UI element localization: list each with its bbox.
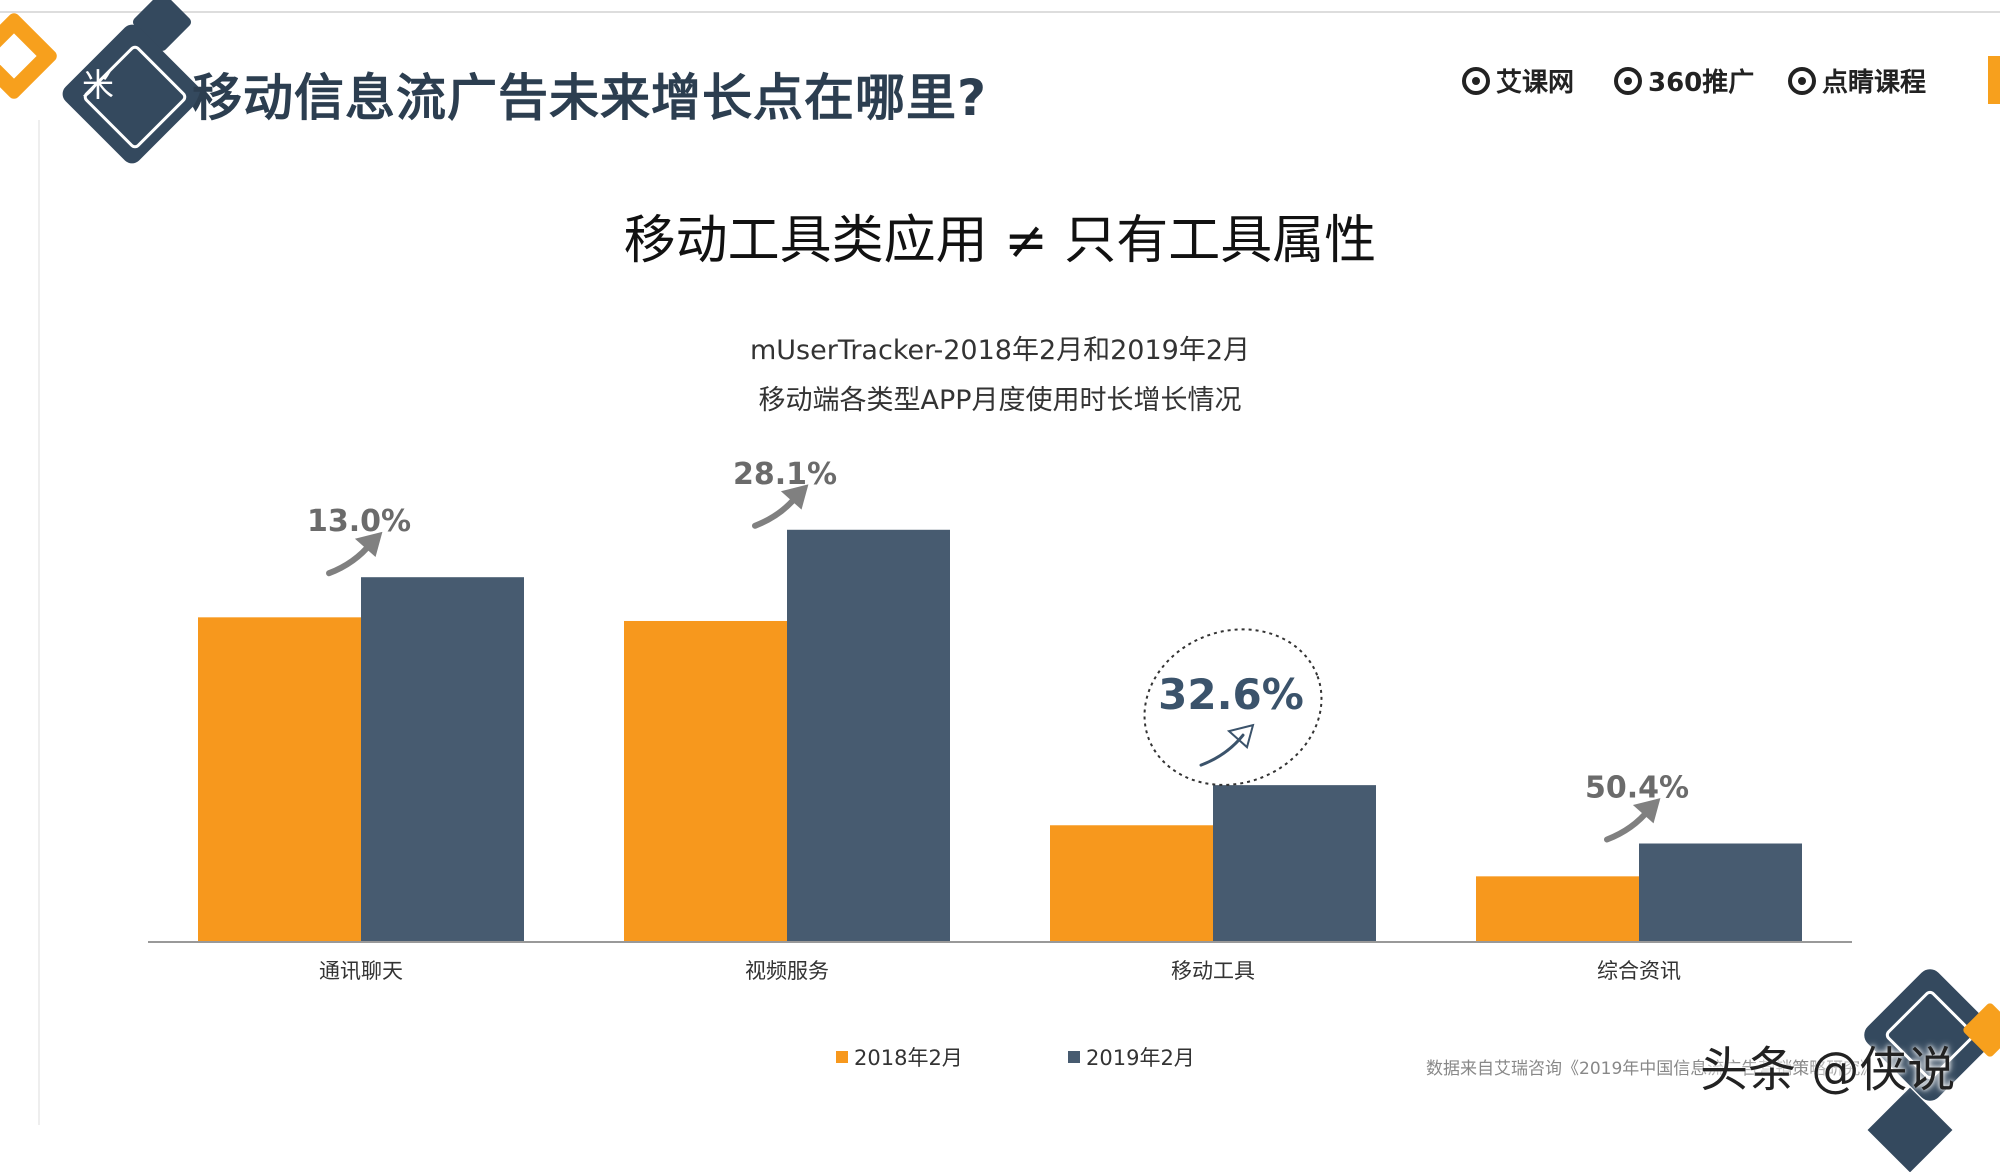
growth-label: 28.1% <box>733 457 837 492</box>
bar-2019 <box>787 529 950 942</box>
bar-chart: 通讯聊天 13.0% 视频服务 28.1% 移动工具 32.6% 综合资讯 50.4% <box>148 457 1852 983</box>
growth-arrow <box>752 492 800 529</box>
x-tick-label: 综合资讯 <box>1597 959 1681 983</box>
page-title: 移动信息流广告未来增长点在哪里? <box>192 69 988 127</box>
growth-label: 32.6% <box>1158 670 1304 719</box>
logo-360: 360推广 <box>1614 62 1754 99</box>
logo-aikewang: 艾课网 <box>1462 62 1574 99</box>
360-logo-icon <box>1614 66 1642 95</box>
growth-arrowhead <box>1226 723 1255 749</box>
slide-headline: 移动工具类应用 ≠ 只有工具属性 <box>623 211 1377 271</box>
growth-arrowhead <box>1632 798 1661 824</box>
legend-swatch-2019 <box>1068 1051 1080 1063</box>
legend-label: 2018年2月 <box>854 1046 963 1070</box>
logo-label: 艾课网 <box>1496 68 1575 98</box>
bar-2018 <box>1476 876 1639 942</box>
legend-swatch-2018 <box>836 1051 848 1063</box>
logo-eye: 点睛课程 <box>1788 62 1926 99</box>
growth-arrow <box>326 540 374 577</box>
bar-2019 <box>1213 785 1376 942</box>
orange-edge-tab <box>1988 56 2000 104</box>
growth-arrow <box>1604 806 1652 843</box>
bar-2018 <box>198 617 361 942</box>
x-tick-label: 视频服务 <box>745 959 829 983</box>
brand-glyph: 米 <box>82 66 115 104</box>
legend-item-2019: 2019年2月 <box>1068 1042 1195 1072</box>
top-divider <box>0 11 2000 13</box>
growth-label: 13.0% <box>307 504 411 539</box>
x-tick-label: 通讯聊天 <box>319 959 403 983</box>
bar-2019 <box>1639 843 1802 942</box>
watermark: 头条 @侠说 <box>1700 1042 1956 1098</box>
left-divider <box>38 120 40 1125</box>
eye-logo-icon <box>1788 66 1816 95</box>
aikewang-logo-icon <box>1462 66 1490 95</box>
legend-label: 2019年2月 <box>1086 1046 1195 1070</box>
bar-2018 <box>1050 825 1213 942</box>
growth-arrow <box>1199 733 1245 767</box>
source-note: 数据来自艾瑞咨询《2019年中国信息流广告营销策略研究》 <box>1426 1059 1878 1079</box>
chart-subtitle: 移动端各类型APP月度使用时长增长情况 <box>758 385 1242 416</box>
logo-label: 点睛课程 <box>1822 68 1927 98</box>
bar-2018 <box>624 620 787 942</box>
growth-arrowhead <box>780 484 809 510</box>
growth-arrowhead <box>354 531 383 558</box>
highlight-circle <box>1143 628 1323 786</box>
bar-2019 <box>361 577 524 942</box>
growth-label: 50.4% <box>1585 771 1689 806</box>
chart-title: mUserTracker-2018年2月和2019年2月 <box>749 335 1251 366</box>
logo-label: 360推广 <box>1648 68 1755 98</box>
legend-item-2018: 2018年2月 <box>836 1042 963 1072</box>
x-tick-label: 移动工具 <box>1171 959 1255 983</box>
